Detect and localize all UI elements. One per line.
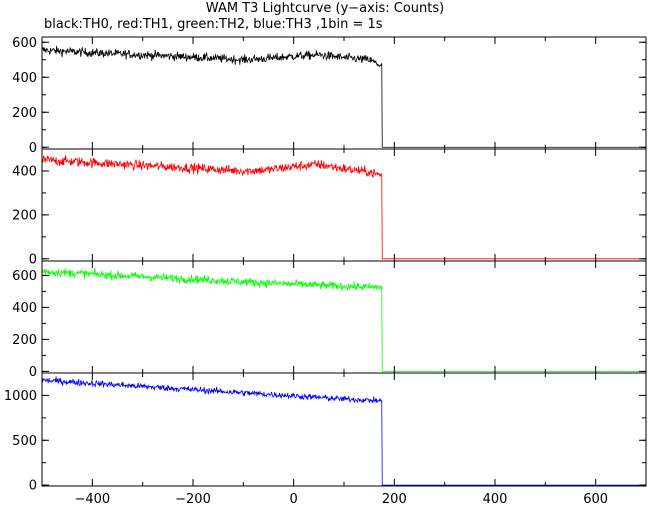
series-line-th1 bbox=[41, 154, 646, 260]
x-tick-label: 400 bbox=[483, 492, 508, 505]
panel-frame-3 bbox=[41, 260, 647, 374]
y-tick-label: 0 bbox=[29, 365, 37, 380]
chart-subtitle: black:TH0, red:TH1, green:TH2, blue:TH3 … bbox=[44, 17, 383, 32]
y-tick-label: 500 bbox=[12, 434, 37, 449]
series-line-th2 bbox=[41, 267, 646, 373]
x-tick-label: 0 bbox=[290, 492, 298, 505]
x-tick-label: 600 bbox=[583, 492, 608, 505]
y-tick-label: 1000 bbox=[4, 389, 37, 404]
y-tick-label: 200 bbox=[12, 106, 37, 121]
y-tick-label: 600 bbox=[12, 36, 37, 51]
y-tick-label: 0 bbox=[29, 141, 37, 156]
series-line-th3 bbox=[41, 376, 646, 486]
x-tick-label: −200 bbox=[175, 492, 211, 505]
chart-title: WAM T3 Lightcurve (y−axis: Counts) bbox=[205, 1, 445, 16]
x-tick-label: 200 bbox=[382, 492, 407, 505]
y-tick-label: 0 bbox=[29, 252, 37, 267]
y-tick-label: 400 bbox=[12, 301, 37, 316]
y-tick-label: 200 bbox=[12, 333, 37, 348]
y-tick-label: 200 bbox=[12, 208, 37, 223]
y-tick-label: 400 bbox=[12, 164, 37, 179]
panel-frame-4 bbox=[41, 372, 647, 487]
x-tick-label: −400 bbox=[74, 492, 110, 505]
y-tick-label: 0 bbox=[29, 479, 37, 494]
series-line-th0 bbox=[41, 45, 646, 148]
y-tick-label: 600 bbox=[12, 269, 37, 284]
y-tick-label: 400 bbox=[12, 71, 37, 86]
panel-frame-1 bbox=[41, 36, 647, 150]
